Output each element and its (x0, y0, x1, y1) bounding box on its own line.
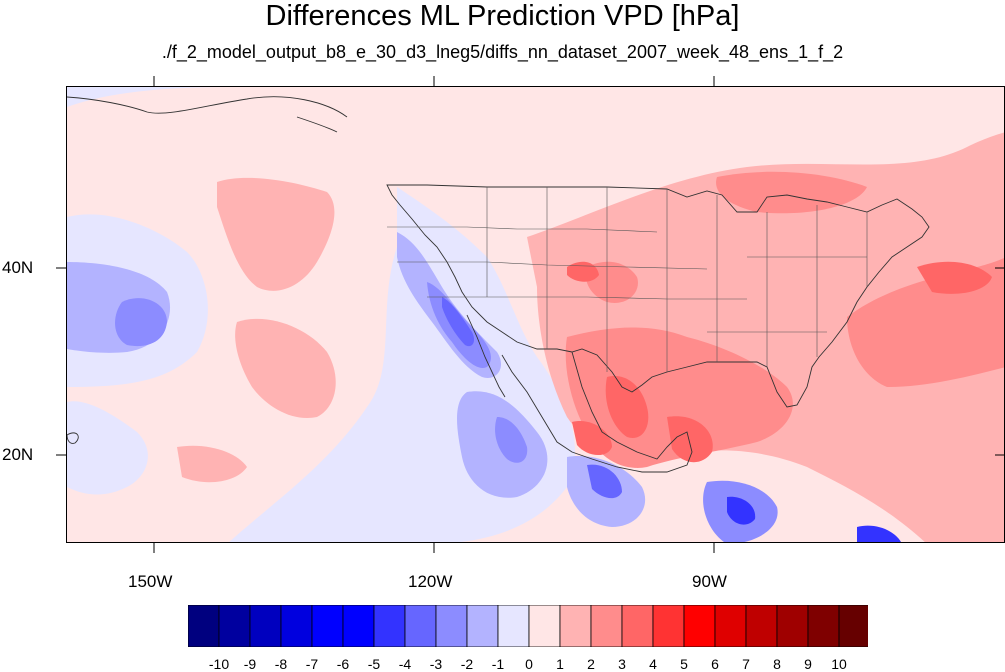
colorbar-swatch (188, 605, 220, 647)
colorbar-swatch (280, 605, 313, 647)
land-boundaries (67, 96, 930, 473)
colorbar-swatch (590, 605, 623, 647)
colorbar-swatch (559, 605, 592, 647)
lon-tick-label: 150W (128, 572, 173, 591)
colorbar-label: -8 (274, 656, 288, 672)
colorbar-label: 5 (680, 656, 688, 672)
colorbar-swatch (807, 605, 840, 647)
state-boundaries (387, 187, 868, 372)
map-panel (66, 86, 1005, 543)
colorbar-swatch (621, 605, 654, 647)
colorbar-swatch (373, 605, 406, 647)
lat-tick-label: 40N (2, 258, 34, 277)
lon-tick-label: 90W (692, 572, 727, 591)
colorbar-label: 2 (587, 656, 595, 672)
colorbar-label: -7 (305, 656, 319, 672)
colorbar-swatch (714, 605, 747, 647)
colorbar-swatch (497, 605, 530, 647)
positive-field (177, 132, 1004, 542)
colorbar-label: -3 (429, 656, 443, 672)
chart-subtitle: ./f_2_model_output_b8_e_30_d3_lneg5/diff… (161, 42, 844, 62)
colorbar-label: -2 (460, 656, 474, 672)
colorbar-label: -10 (208, 656, 230, 672)
colorbar-swatch (466, 605, 499, 647)
colorbar-swatch (683, 605, 716, 647)
colorbar-label: -9 (243, 656, 257, 672)
colorbar-label: 4 (649, 656, 657, 672)
colorbar-label: 6 (711, 656, 719, 672)
colorbar-swatch (249, 605, 282, 647)
colorbar-label: 7 (742, 656, 750, 672)
colorbar-label: -5 (367, 656, 381, 672)
colorbar-swatch (218, 605, 251, 647)
colorbar-swatch (838, 605, 868, 647)
lat-tick-label: 20N (2, 445, 34, 464)
chart-title: Differences ML Prediction VPD [hPa] (265, 0, 740, 32)
colorbar-swatch (311, 605, 344, 647)
lon-tick-label: 120W (408, 572, 453, 591)
colorbar-label: -1 (491, 656, 505, 672)
colorbar-label: 0 (525, 656, 533, 672)
colorbar-swatch (404, 605, 437, 647)
colorbar-label: 8 (773, 656, 781, 672)
colorbar-swatch (435, 605, 468, 647)
colorbar-label: -6 (336, 656, 350, 672)
colorbar-swatch (342, 605, 375, 647)
colorbar-swatch (745, 605, 778, 647)
colorbar-swatch (652, 605, 685, 647)
colorbar-label: -4 (398, 656, 412, 672)
colorbar-label: 3 (618, 656, 626, 672)
colorbar-swatch (528, 605, 561, 647)
colorbar (188, 605, 868, 647)
map-canvas (67, 87, 1004, 542)
colorbar-label: 9 (804, 656, 812, 672)
negative-field (67, 87, 901, 542)
colorbar-swatch (776, 605, 809, 647)
colorbar-label: 1 (556, 656, 564, 672)
colorbar-label: 10 (831, 656, 847, 672)
